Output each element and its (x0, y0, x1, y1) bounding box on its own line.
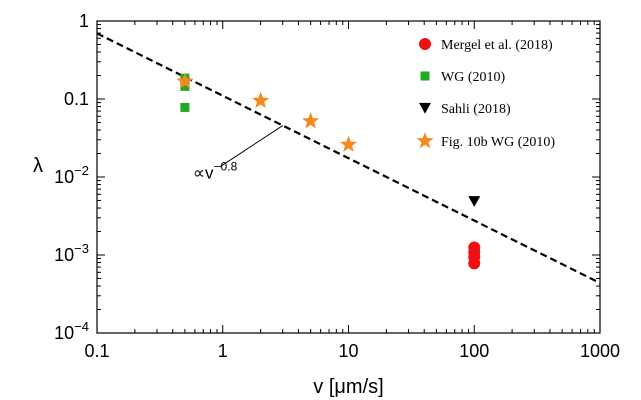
legend-marker (419, 102, 431, 114)
fit-line (96, 32, 601, 284)
data-point (252, 91, 270, 109)
tick-labels: 0.1 1 10 100 1000 10−4 10−3 10−2 0.1 1 (54, 11, 620, 361)
legend: Mergel et al. (2018) WG (2010) Sahli (2018… (416, 38, 555, 150)
legend-marker (420, 71, 430, 81)
legend-marker (419, 38, 431, 50)
fit-annotation-leader (219, 125, 284, 168)
x-tick-label: 0.1 (84, 341, 109, 361)
data-point (176, 72, 194, 89)
x-tick-label: 1000 (580, 341, 620, 361)
data-point (180, 81, 190, 91)
axis-ticks (96, 21, 600, 334)
data-point (302, 112, 320, 129)
x-tick-label: 1 (218, 341, 228, 361)
y-tick-label: 1 (79, 11, 89, 31)
legend-label: Sahli (2018) (441, 102, 511, 117)
data-point (468, 257, 481, 270)
legend-label: Mergel et al. (2018) (441, 38, 553, 53)
legend-marker (416, 132, 434, 149)
y-tick-label: 10−3 (54, 241, 89, 265)
x-axis-label: v [μm/s] (313, 376, 383, 398)
y-axis-label: λ (33, 155, 43, 177)
plot-frame (96, 20, 601, 334)
x-tick-label: 10 (338, 341, 358, 361)
y-tick-label: 0.1 (64, 89, 89, 109)
fit-annotation-label: ∝v−0.8 (193, 160, 238, 183)
legend-label: Fig. 10b WG (2010) (441, 135, 555, 150)
legend-label: WG (2010) (441, 70, 505, 85)
data-point (180, 102, 190, 112)
data-markers (176, 72, 481, 270)
data-point (339, 135, 358, 152)
y-tick-label: 10−2 (54, 163, 89, 187)
x-tick-label: 100 (459, 341, 489, 361)
y-tick-label: 10−4 (54, 319, 89, 343)
data-point (468, 196, 481, 207)
